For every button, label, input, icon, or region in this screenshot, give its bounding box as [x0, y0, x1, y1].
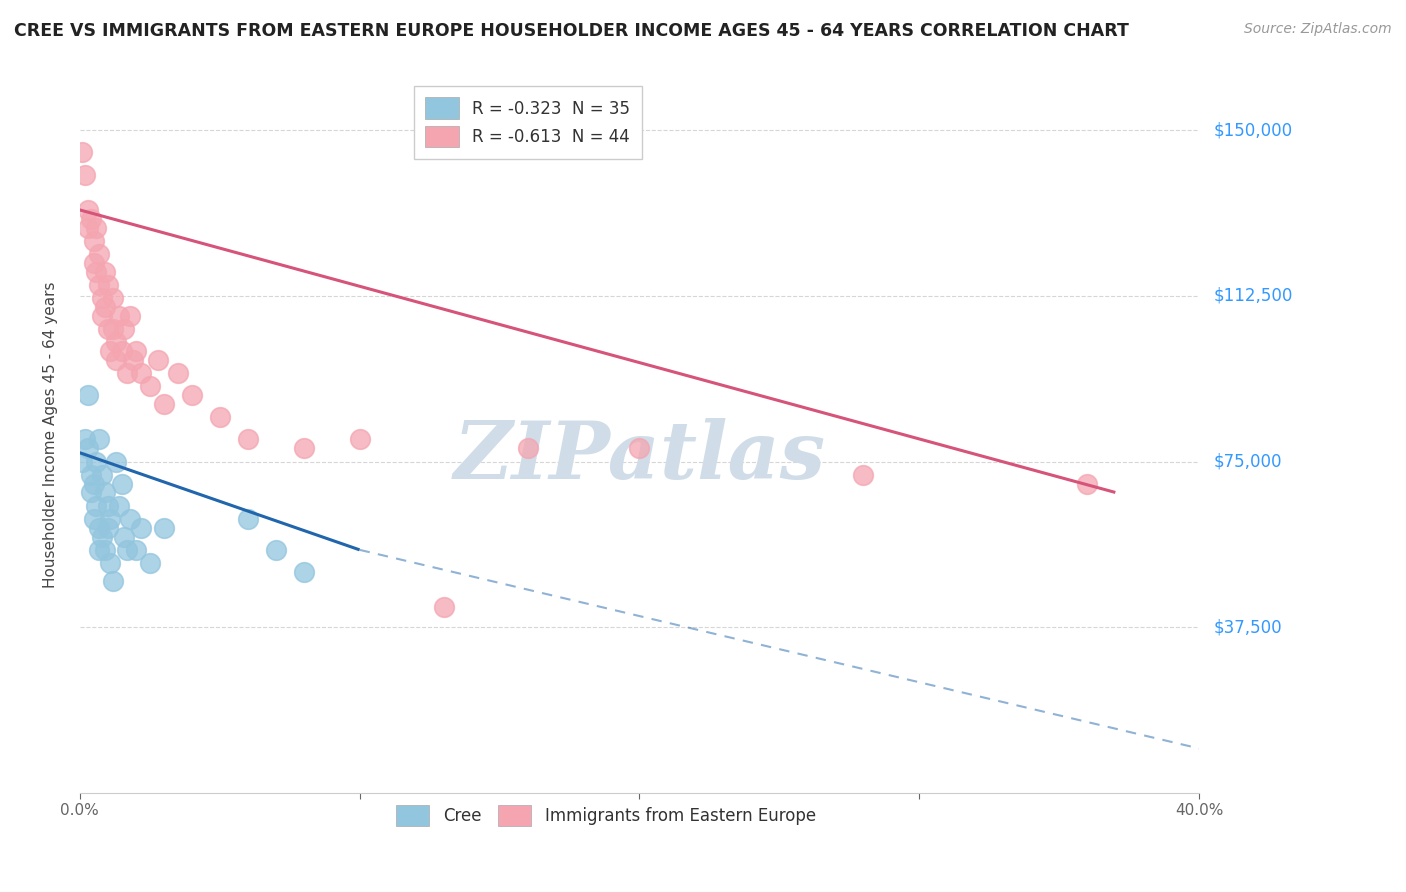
- Point: [83, 234, 105, 248]
- Point: [1076, 476, 1098, 491]
- Point: [105, 335, 128, 350]
- Point: [516, 442, 538, 456]
- Point: [208, 410, 231, 425]
- Point: [180, 388, 202, 402]
- Point: [292, 442, 315, 456]
- Point: [91, 309, 114, 323]
- Point: [105, 353, 128, 368]
- Point: [264, 542, 287, 557]
- Text: ZIPatlas: ZIPatlas: [453, 417, 825, 495]
- Point: [118, 309, 141, 323]
- Point: [111, 476, 134, 491]
- Point: [129, 366, 152, 380]
- Point: [138, 379, 160, 393]
- Point: [86, 454, 108, 468]
- Point: [129, 521, 152, 535]
- Point: [72, 454, 94, 468]
- Point: [114, 322, 136, 336]
- Point: [628, 442, 651, 456]
- Point: [97, 499, 120, 513]
- Point: [114, 530, 136, 544]
- Point: [100, 512, 122, 526]
- Text: $75,000: $75,000: [1213, 452, 1282, 471]
- Point: [138, 556, 160, 570]
- Legend: Cree, Immigrants from Eastern Europe: Cree, Immigrants from Eastern Europe: [388, 797, 824, 834]
- Point: [236, 512, 259, 526]
- Point: [108, 499, 131, 513]
- Point: [80, 467, 103, 482]
- Point: [108, 309, 131, 323]
- Point: [100, 556, 122, 570]
- Text: $37,500: $37,500: [1213, 618, 1282, 636]
- Text: $112,500: $112,500: [1213, 287, 1292, 305]
- Point: [292, 565, 315, 579]
- Point: [94, 265, 117, 279]
- Point: [97, 322, 120, 336]
- Point: [83, 256, 105, 270]
- Point: [86, 499, 108, 513]
- Point: [97, 277, 120, 292]
- Point: [77, 202, 100, 217]
- Point: [166, 366, 188, 380]
- Point: [100, 344, 122, 359]
- Point: [89, 521, 111, 535]
- Point: [103, 574, 125, 588]
- Point: [152, 397, 174, 411]
- Point: [236, 433, 259, 447]
- Point: [77, 220, 100, 235]
- Y-axis label: Householder Income Ages 45 - 64 years: Householder Income Ages 45 - 64 years: [44, 282, 58, 589]
- Point: [124, 542, 146, 557]
- Point: [124, 344, 146, 359]
- Point: [83, 512, 105, 526]
- Point: [77, 388, 100, 402]
- Point: [432, 600, 454, 615]
- Point: [91, 291, 114, 305]
- Point: [103, 322, 125, 336]
- Text: $150,000: $150,000: [1213, 121, 1292, 139]
- Point: [89, 542, 111, 557]
- Point: [349, 433, 371, 447]
- Point: [80, 211, 103, 226]
- Point: [75, 433, 97, 447]
- Point: [72, 145, 94, 160]
- Point: [89, 277, 111, 292]
- Point: [89, 247, 111, 261]
- Point: [121, 353, 143, 368]
- Point: [852, 467, 875, 482]
- Point: [94, 542, 117, 557]
- Point: [146, 353, 169, 368]
- Point: [105, 454, 128, 468]
- Point: [80, 485, 103, 500]
- Point: [86, 265, 108, 279]
- Point: [111, 344, 134, 359]
- Text: Source: ZipAtlas.com: Source: ZipAtlas.com: [1244, 22, 1392, 37]
- Point: [103, 291, 125, 305]
- Point: [83, 476, 105, 491]
- Point: [115, 366, 138, 380]
- Point: [94, 485, 117, 500]
- Point: [115, 542, 138, 557]
- Point: [75, 168, 97, 182]
- Point: [152, 521, 174, 535]
- Point: [91, 530, 114, 544]
- Point: [118, 512, 141, 526]
- Point: [97, 521, 120, 535]
- Point: [91, 467, 114, 482]
- Text: CREE VS IMMIGRANTS FROM EASTERN EUROPE HOUSEHOLDER INCOME AGES 45 - 64 YEARS COR: CREE VS IMMIGRANTS FROM EASTERN EUROPE H…: [14, 22, 1129, 40]
- Point: [77, 442, 100, 456]
- Point: [86, 220, 108, 235]
- Point: [89, 433, 111, 447]
- Point: [94, 300, 117, 314]
